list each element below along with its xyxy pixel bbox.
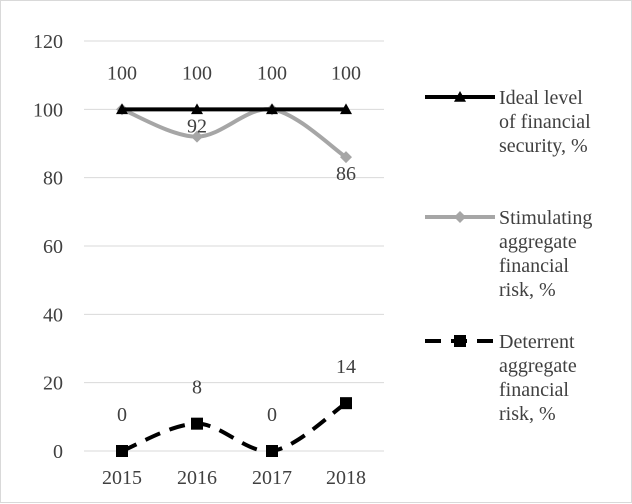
stimulating-risk-legend-marker xyxy=(454,211,466,223)
stimulating-risk-data-label: 86 xyxy=(336,163,356,185)
deterrent-risk-legend-marker xyxy=(454,335,466,347)
deterrent-risk-data-label: 14 xyxy=(336,356,356,378)
stimulating-risk-legend-label: financial xyxy=(499,255,569,277)
y-tick-label: 100 xyxy=(33,99,63,121)
stimulating-risk-legend-label: Stimulating xyxy=(499,207,592,229)
deterrent-risk-legend-label: aggregate xyxy=(499,355,577,377)
deterrent-risk-legend-label: risk, % xyxy=(499,403,556,425)
stimulating-risk-point xyxy=(340,151,352,164)
y-tick-label: 40 xyxy=(43,304,63,326)
x-tick-label: 2017 xyxy=(252,467,292,489)
deterrent-risk-data-label: 0 xyxy=(117,404,127,426)
y-tick-label: 20 xyxy=(43,373,63,395)
stimulating-risk-point xyxy=(191,130,203,143)
ideal-level-point xyxy=(116,103,128,115)
stimulating-risk-legend-label: aggregate xyxy=(499,231,577,253)
x-tick-label: 2015 xyxy=(102,467,142,489)
deterrent-risk-line xyxy=(121,401,348,454)
ideal-level-data-label: 100 xyxy=(257,62,287,84)
deterrent-risk-legend-label: Deterrent xyxy=(499,331,575,353)
y-tick-label: 60 xyxy=(43,236,63,258)
ideal-level-point xyxy=(266,103,278,115)
ideal-level-point xyxy=(191,103,203,115)
deterrent-risk-point xyxy=(116,445,128,457)
ideal-level-data-label: 100 xyxy=(182,62,212,84)
deterrent-risk-legend-label: financial xyxy=(499,379,569,401)
deterrent-risk-point xyxy=(191,417,203,430)
ideal-level-data-label: 100 xyxy=(107,62,137,84)
y-tick-label: 120 xyxy=(33,31,63,53)
y-tick-label: 0 xyxy=(53,441,63,463)
stimulating-risk-legend-label: risk, % xyxy=(499,279,556,301)
ideal-level-legend-label: of financial xyxy=(499,111,591,133)
ideal-level-point xyxy=(340,103,352,115)
deterrent-risk-data-label: 8 xyxy=(192,377,202,399)
ideal-level-legend-label: security, % xyxy=(499,135,588,157)
deterrent-risk-point xyxy=(340,397,352,410)
stimulating-risk-data-label: 92 xyxy=(187,116,207,138)
ideal-level-legend-marker xyxy=(454,91,466,102)
stimulating-risk-line xyxy=(121,107,348,159)
ideal-level-data-label: 100 xyxy=(331,62,361,84)
ideal-level-legend-label: Ideal level xyxy=(499,87,583,109)
deterrent-risk-data-label: 0 xyxy=(267,404,277,426)
x-tick-label: 2016 xyxy=(177,467,217,489)
y-tick-label: 80 xyxy=(43,168,63,190)
x-tick-label: 2018 xyxy=(326,467,366,489)
deterrent-risk-point xyxy=(266,445,278,457)
